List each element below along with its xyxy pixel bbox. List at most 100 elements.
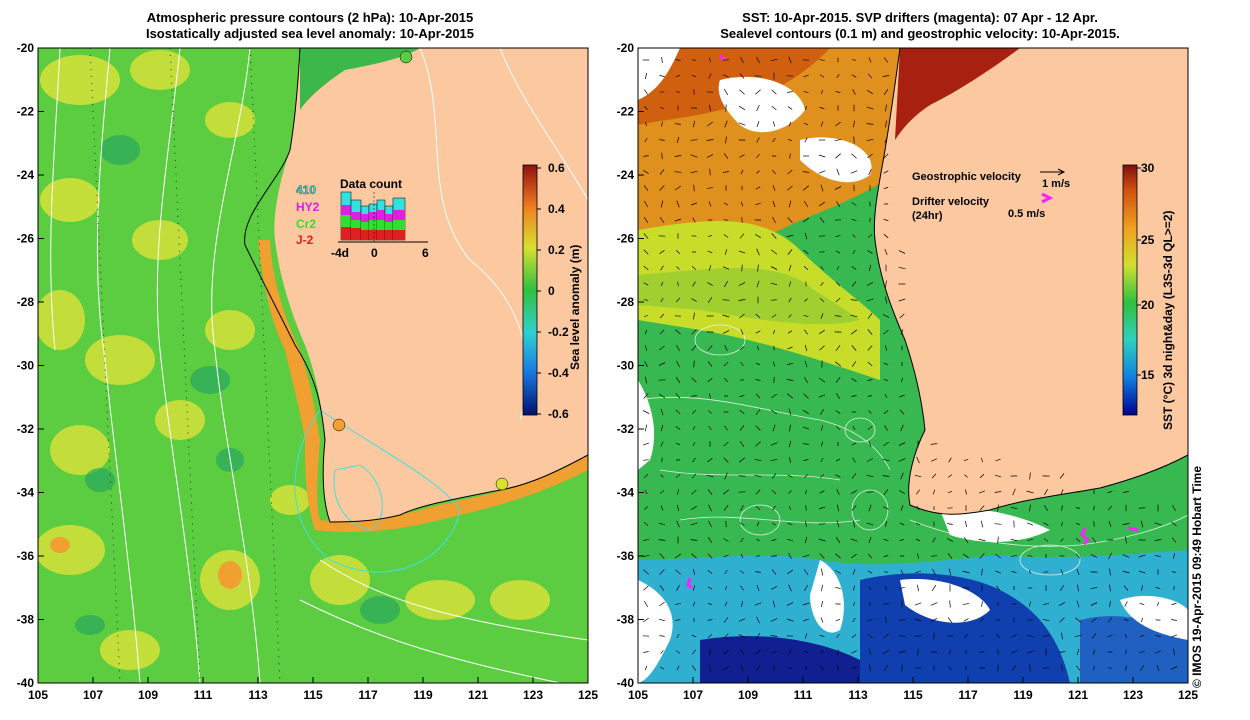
velocity-arrow [805,105,807,111]
lon-tick-label-left: 107 [83,688,103,702]
velocity-arrow [787,569,793,575]
velocity-arrow [805,665,807,671]
velocity-arrow [659,553,665,559]
velocity-arrow [836,520,840,528]
velocity-arrow [690,154,698,158]
velocity-arrow [788,200,792,208]
velocity-arrow [1122,554,1130,558]
velocity-arrow [660,313,664,319]
velocity-arrow [643,569,649,575]
copyright-text: © IMOS 19-Apr-2015 09:49 Hobart Time [1190,465,1204,688]
velocity-arrow [724,472,728,480]
velocity-arrow [676,665,680,671]
velocity-arrow [852,457,856,463]
velocity-arrow [899,586,905,590]
velocity-arrow [739,457,745,463]
velocity-arrow [867,153,873,159]
velocity-arrow [898,250,906,254]
velocity-arrow [915,522,921,526]
velocity-arrow [995,553,1001,559]
velocity-arrow [802,409,810,415]
velocity-arrow [1125,665,1127,671]
velocity-arrow [771,555,777,557]
velocity-arrow [851,395,857,397]
velocity-arrow [660,441,664,447]
sst-tick-label: 30 [1141,161,1155,175]
velocity-arrow [851,553,857,559]
velocity-arrow [707,633,713,639]
velocity-arrow [803,393,809,399]
velocity-arrow [692,457,696,463]
velocity-arrow [1029,504,1031,512]
velocity-arrow [820,425,824,431]
velocity-arrow [851,345,857,351]
velocity-arrow [644,72,648,80]
lat-tick-label-left: -24 [17,168,35,182]
velocity-arrow [996,585,1000,591]
velocity-arrow [756,248,760,256]
velocity-arrow [755,409,761,415]
velocity-arrow [770,282,778,286]
velocity-arrow [660,200,664,208]
lon-tick-label-right: 111 [794,688,813,702]
velocity-arrow [850,538,858,542]
velocity-arrow [787,185,793,191]
velocity-arrow [755,441,761,447]
velocity-arrow [706,474,714,478]
velocity-arrow [836,489,840,495]
velocity-arrow [1042,602,1050,606]
lat-tick-label-left: -22 [17,105,35,119]
velocity-arrow [820,441,824,447]
velocity-arrow [851,266,857,270]
velocity-arrow [883,378,889,382]
sst-tick-label: 20 [1141,298,1155,312]
velocity-arrow [658,522,666,526]
velocity-arrow [643,155,649,157]
lat-tick-label-left: -20 [17,41,35,55]
velocity-arrow [804,360,808,368]
velocity-arrow [868,410,872,414]
velocity-arrow [818,377,826,383]
velocity-arrow [643,314,649,318]
velocity-arrow [835,536,841,544]
velocity-arrow [708,265,712,271]
velocity-arrow [883,633,889,639]
velocity-arrow [835,344,841,352]
velocity-arrow [803,200,809,208]
velocity-arrow [1012,488,1016,496]
velocity-arrow [885,585,887,591]
velocity-arrow [692,665,696,671]
velocity-arrow [914,474,922,478]
velocity-arrow [675,74,681,78]
velocity-arrow [787,249,793,255]
velocity-arrow [691,74,697,78]
velocity-arrow [754,474,762,478]
velocity-arrow [883,187,889,189]
velocity-arrow [820,568,824,576]
velocity-arrow [899,522,905,526]
velocity-arrow [659,569,665,575]
velocity-arrow [820,313,824,319]
velocity-arrow [724,569,728,575]
velocity-arrow [771,299,777,301]
velocity-arrow [834,138,842,142]
velocity-arrow [707,586,713,590]
velocity-arrow [948,457,952,463]
velocity-arrow [724,249,728,255]
sst-colorbar [1122,164,1138,416]
data-count-inset: Data count 410 HY2 Cr2 J-2 -4d 0 6 [296,177,429,260]
velocity-arrow [962,570,970,574]
velocity-arrow [756,104,760,112]
data-count-tick-6: 6 [422,246,429,260]
velocity-arrow [770,650,778,654]
lat-tick-label-left: -34 [17,486,35,500]
velocity-arrow [708,504,712,512]
velocity-arrow [675,329,681,335]
velocity-arrow [659,216,665,224]
velocity-arrow [676,520,680,528]
velocity-arrow [755,234,761,238]
velocity-arrow [675,426,681,430]
velocity-arrow [852,249,856,255]
velocity-arrow [786,602,794,606]
velocity-arrow [869,217,871,223]
